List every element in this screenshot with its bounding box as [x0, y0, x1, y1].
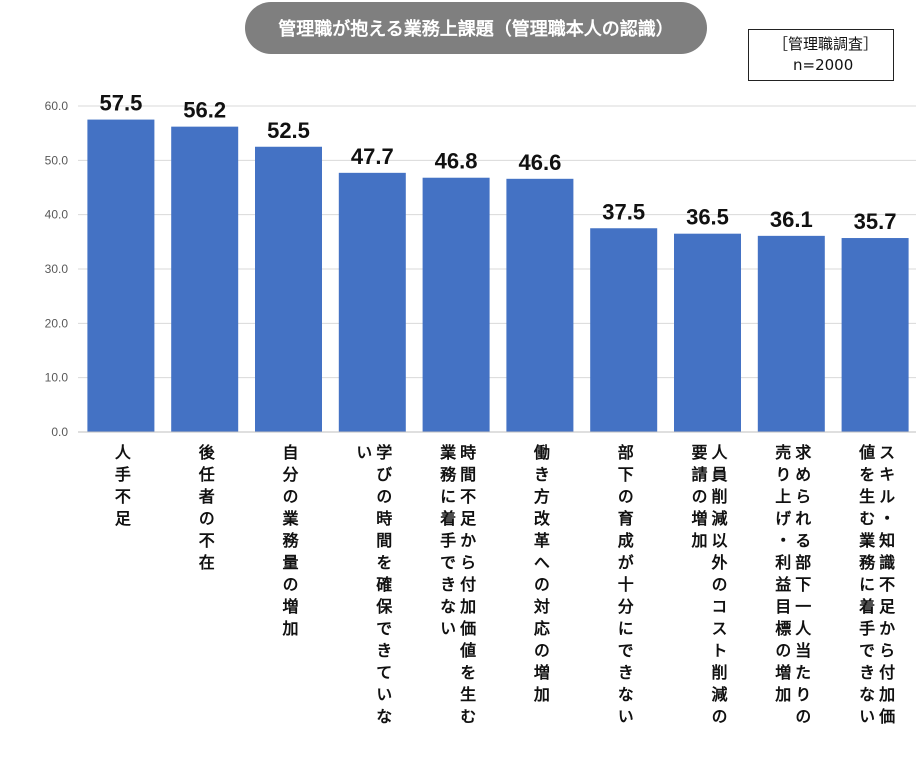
- bar: [590, 228, 658, 432]
- category-label: 人員削減以外のコスト削減の 要請の増加: [688, 444, 728, 730]
- y-tick-label: 30.0: [45, 262, 69, 276]
- category-label: 人手不足: [111, 444, 131, 532]
- category-label: 時間不足から付加価値を生む 業務に着手できない: [437, 444, 477, 730]
- bar: [506, 178, 574, 432]
- note-survey-label: ［管理職調査］: [773, 35, 879, 53]
- y-tick-label: 10.0: [45, 371, 69, 385]
- data-label: 56.2: [183, 98, 226, 123]
- category-label: 働き方改革への対応の増加: [530, 444, 550, 708]
- category-label: 部下の育成が十分にできない: [614, 444, 634, 730]
- y-tick-label: 40.0: [45, 208, 69, 222]
- bar: [171, 126, 239, 432]
- category-label-line: 自分の業務量の増加: [279, 444, 299, 642]
- data-label: 57.5: [99, 91, 142, 116]
- category-label-line: スキル・知識不足から付加価: [876, 444, 896, 730]
- bar: [338, 172, 406, 432]
- category-label-line: 業務に着手できない: [437, 444, 457, 642]
- bar: [674, 233, 741, 432]
- bar: [87, 119, 155, 432]
- y-tick-label: 50.0: [45, 153, 69, 167]
- data-label: 36.5: [686, 205, 729, 230]
- y-tick-label: 60.0: [45, 99, 69, 113]
- bar: [841, 238, 909, 432]
- category-label-line: 学びの時間を確保できていな: [373, 444, 393, 730]
- category-label: 学びの時間を確保できていない: [353, 444, 393, 730]
- category-label-line: 売り上げ・利益目標の増加: [772, 444, 792, 708]
- category-label: スキル・知識不足から付加価 値を生む業務に着手できない: [856, 444, 896, 730]
- category-label-line: 人員削減以外のコスト削減の: [708, 444, 728, 730]
- data-label: 46.8: [435, 149, 478, 174]
- category-label-line: 部下の育成が十分にできない: [614, 444, 634, 730]
- category-label-line: 時間不足から付加価値を生む: [457, 444, 477, 730]
- chart-title: 管理職が抱える業務上課題（管理職本人の認識）: [245, 2, 707, 54]
- category-label-line: 値を生む業務に着手できない: [856, 444, 876, 730]
- category-label: 後任者の不在: [195, 444, 215, 576]
- y-tick-label: 20.0: [45, 316, 69, 330]
- category-label-line: 人手不足: [111, 444, 131, 532]
- category-label: 自分の業務量の増加: [279, 444, 299, 642]
- y-tick-label: 0.0: [51, 425, 68, 439]
- data-label: 36.1: [770, 207, 813, 232]
- category-label-line: 後任者の不在: [195, 444, 215, 576]
- bar: [255, 146, 322, 432]
- data-label: 46.6: [518, 150, 561, 175]
- category-label-line: い: [353, 444, 373, 466]
- bar: [757, 235, 825, 432]
- category-label: 求められる部下一人当たりの 売り上げ・利益目標の増加: [772, 444, 812, 730]
- category-label-line: 要請の増加: [688, 444, 708, 554]
- data-label: 37.5: [602, 199, 645, 224]
- data-label: 52.5: [267, 118, 310, 143]
- bar: [422, 177, 490, 432]
- note-sample-size: n=2000: [793, 56, 854, 74]
- sample-note: ［管理職調査］ n=2000: [748, 29, 894, 81]
- data-label: 35.7: [854, 209, 897, 234]
- data-label: 47.7: [351, 144, 394, 169]
- category-label-line: 求められる部下一人当たりの: [792, 444, 812, 730]
- category-label-line: 働き方改革への対応の増加: [530, 444, 550, 708]
